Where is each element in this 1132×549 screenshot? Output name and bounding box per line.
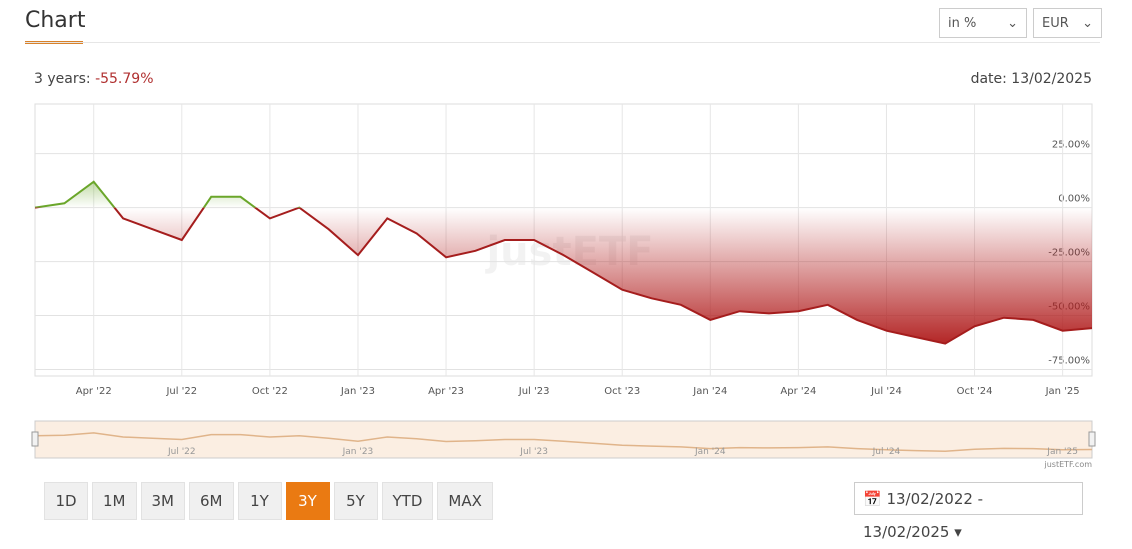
range-button[interactable]: 1Y [237, 482, 282, 520]
navigator-label: Jul '22 [167, 447, 196, 457]
range-button[interactable]: 5Y [333, 482, 378, 520]
unit-select[interactable]: in % ⌄ [939, 8, 1027, 38]
navigator [34, 420, 1093, 459]
x-tick-label: Jul '24 [870, 386, 902, 397]
x-tick-label: Oct '22 [252, 386, 288, 397]
y-tick-label: 0.00% [1058, 194, 1090, 205]
range-button[interactable]: YTD [381, 482, 434, 520]
credit: justETF.com [1044, 460, 1093, 469]
currency-select-text: EUR [1042, 16, 1069, 31]
range-buttons: 1D 1M 3M 6M 1Y 3Y 5Y YTD MAX [44, 482, 497, 520]
range-button[interactable]: 6M [189, 482, 234, 520]
navigator-line [34, 432, 1093, 453]
navigator-label: Jan '25 [1046, 447, 1078, 457]
y-tick-label: 25.00% [1052, 140, 1090, 151]
x-tick-label: Oct '23 [604, 386, 640, 397]
x-tick-label: Jan '24 [692, 386, 727, 397]
area-down [114, 207, 1092, 344]
chart: justETF25.00%0.00%-25.00%-50.00%-75.00%A… [31, 103, 1096, 469]
x-tick-label: Jan '25 [1045, 386, 1080, 397]
performance-value: -55.79% [95, 71, 154, 87]
performance: 3 years: -55.79% [34, 71, 154, 87]
x-tick-label: Apr '24 [780, 386, 816, 397]
currency-select[interactable]: EUR ⌄ [1033, 8, 1102, 38]
navigator-label: Jan '23 [342, 447, 374, 457]
y-tick-label: -75.00% [1048, 356, 1090, 367]
date-range-text: 13/02/2022 - 13/02/2025 [863, 490, 984, 541]
date-label: date: 13/02/2025 [970, 71, 1092, 87]
unit-select-text: in % [948, 16, 977, 31]
navigator-label: Jul '24 [872, 447, 901, 457]
date-range-picker[interactable]: 📅 13/02/2022 - 13/02/2025 ▾ [854, 482, 1083, 541]
x-tick-label: Jan '23 [340, 386, 375, 397]
range-button[interactable]: 3M [140, 482, 185, 520]
navigator-label: Jan '24 [694, 447, 726, 457]
section-title: Chart [25, 8, 86, 33]
period-label: 3 years: [34, 71, 91, 87]
line-down [35, 207, 1092, 345]
x-tick-label: Jul '23 [518, 386, 550, 397]
x-tick-label: Apr '22 [76, 386, 112, 397]
range-button[interactable]: 1D [44, 482, 88, 520]
range-button[interactable]: 3Y [285, 482, 330, 520]
range-button[interactable]: MAX [437, 482, 493, 520]
range-button[interactable]: 1M [92, 482, 137, 520]
x-tick-label: Jul '22 [165, 386, 197, 397]
x-tick-label: Apr '23 [428, 386, 464, 397]
navigator-handle [1088, 431, 1096, 447]
line-up [35, 180, 302, 208]
page: Chart in % ⌄ EUR ⌄ 3 years: -55.79% date: … [25, 8, 1102, 541]
navigator-label: Jul '23 [519, 447, 548, 457]
navigator-handle [31, 431, 39, 447]
x-tick-label: Oct '24 [957, 386, 993, 397]
divider [25, 42, 1100, 43]
